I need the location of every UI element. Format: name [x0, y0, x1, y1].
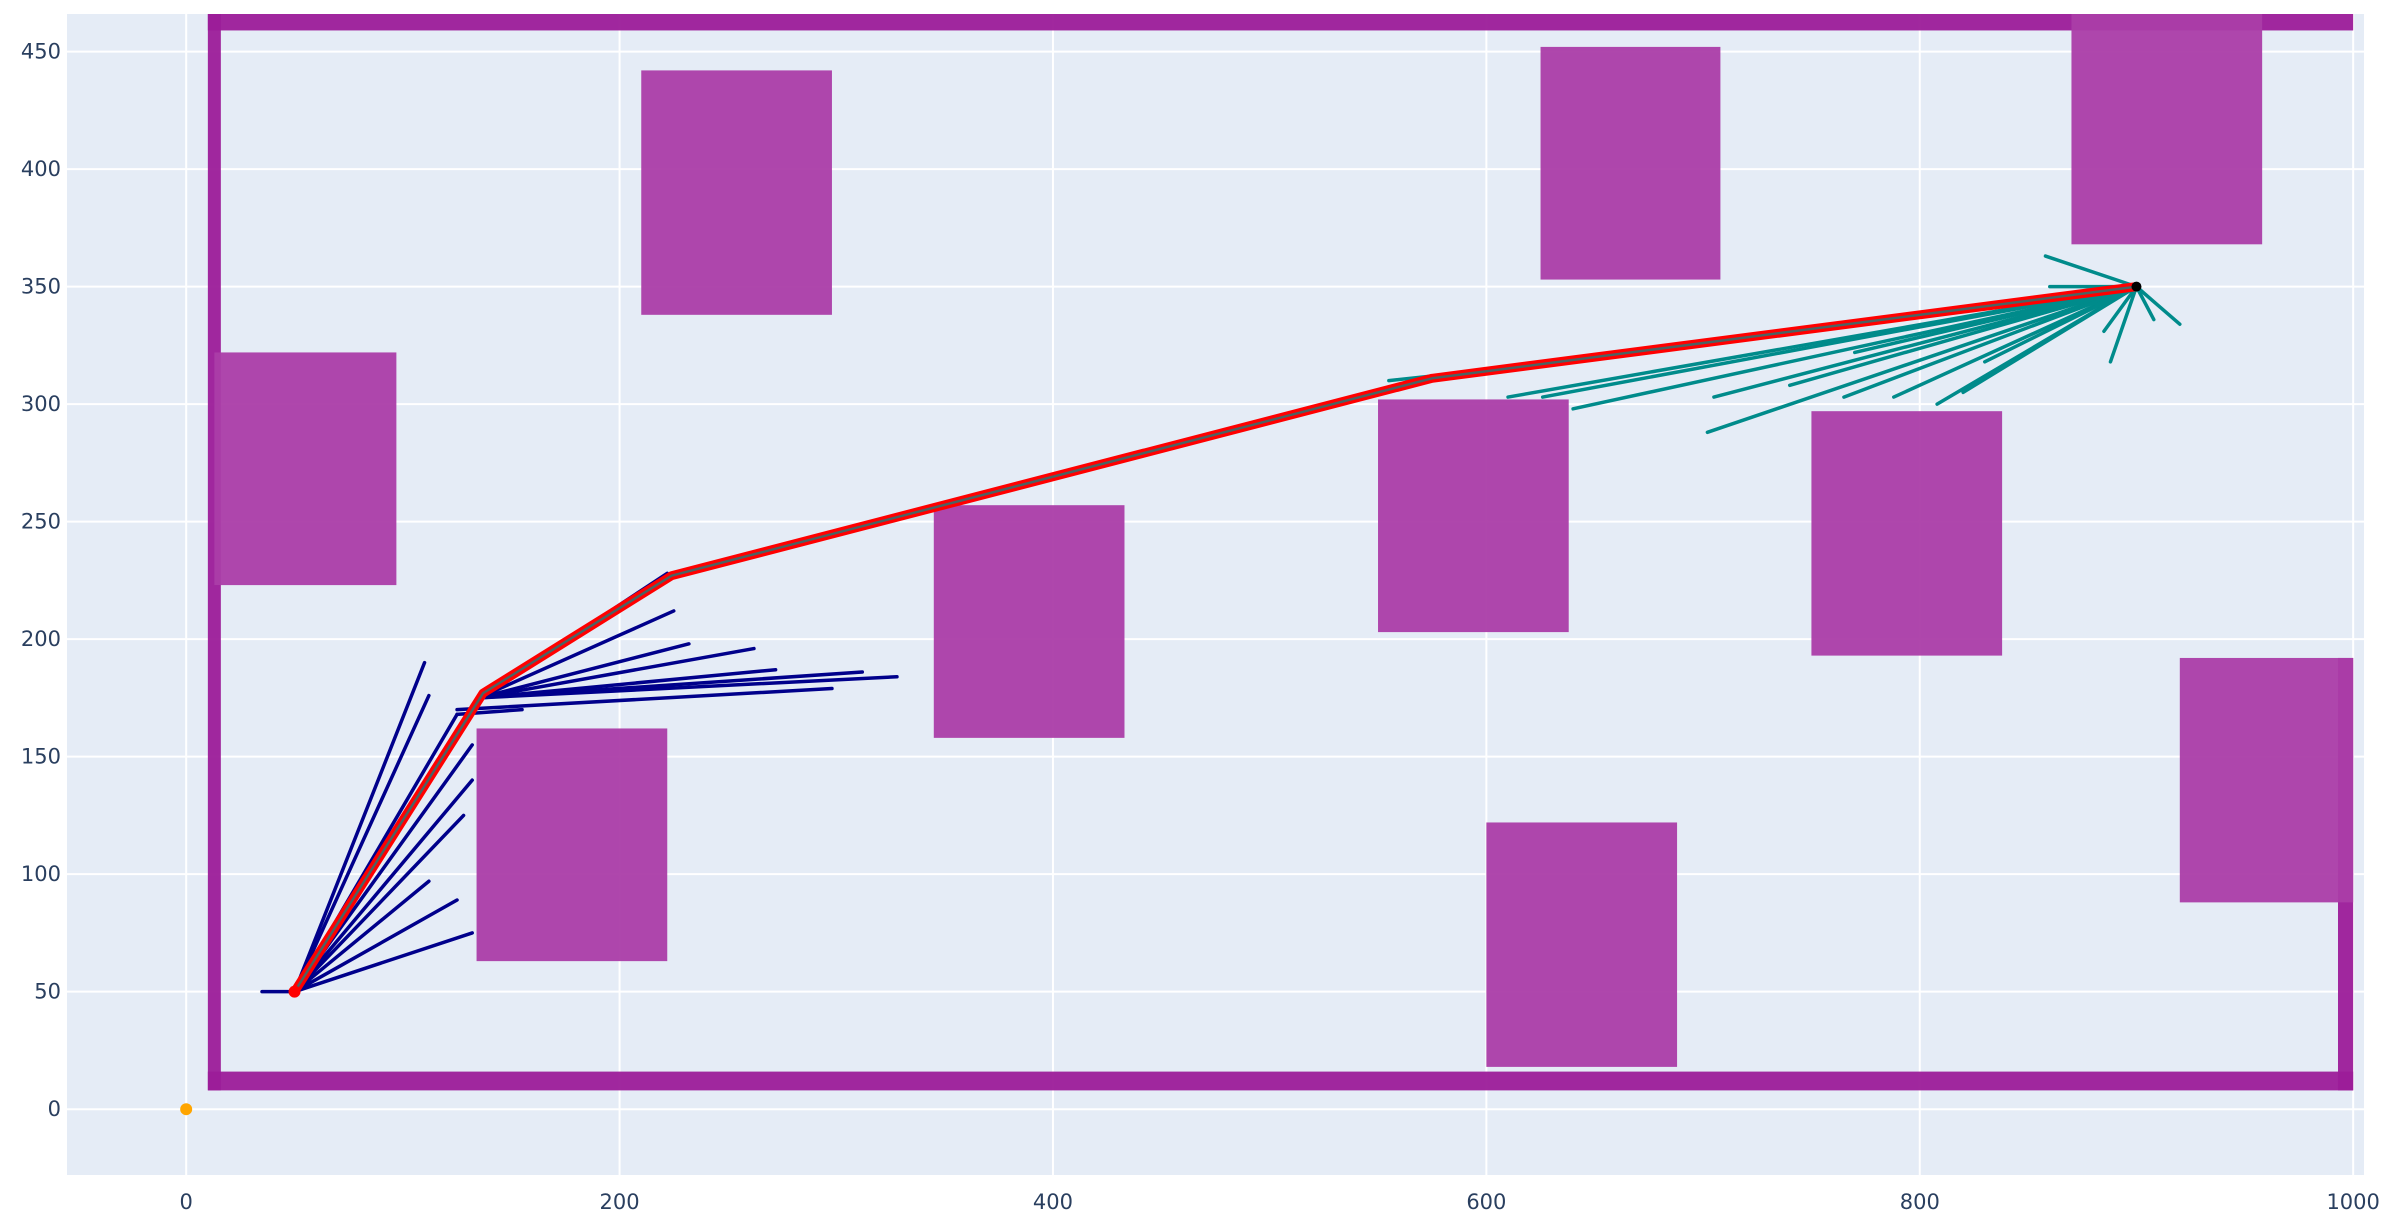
start-tree-edge-0 [292, 660, 427, 994]
obstacle-4 [1378, 399, 1569, 633]
solution-path-group [290, 282, 2141, 997]
goal-tree-edge-4 [2108, 284, 2139, 364]
goal-tree-edge-0 [2043, 254, 2139, 289]
obstacles [214, 14, 2354, 1067]
goal-tree-edge-7 [1540, 284, 2139, 399]
start-tree-edge-12 [476, 642, 691, 700]
boundary-wall-0 [207, 14, 2354, 31]
goal-point [2131, 281, 2142, 292]
y-tick-label-0: 0 [48, 1097, 61, 1121]
obstacle-3 [933, 505, 1125, 738]
goal-tree-edge-3 [2134, 284, 2156, 322]
y-tick-label-6: 300 [21, 392, 61, 416]
grid-lines [67, 14, 2364, 1175]
goal-tree-edge-12 [1842, 284, 2139, 399]
goal-tree-edge-17 [1983, 284, 2139, 364]
path-trace [293, 285, 2137, 993]
y-axis-ticks: 0 50 100 150 200 250 300 350 400 450 [21, 40, 61, 1122]
obstacle-5 [1540, 46, 1721, 280]
goal-tree-edge-9 [1705, 284, 2139, 435]
plot-area [67, 14, 2364, 1175]
y-tick-label-5: 250 [21, 510, 61, 534]
start-tree-edge-6 [292, 898, 459, 994]
obstacle-8 [2071, 14, 2263, 245]
goal-tree-edge-11 [1788, 284, 2139, 388]
origin-point [180, 1103, 193, 1116]
x-tick-label-1: 200 [600, 1190, 640, 1214]
x-tick-label-4: 800 [1900, 1190, 1940, 1214]
goal-tree-edge-16 [1853, 284, 2139, 355]
y-tick-label-2: 100 [21, 862, 61, 886]
start-tree-edge-5 [292, 879, 431, 994]
goal-tree-edge-5 [2102, 284, 2139, 334]
start-point [288, 985, 301, 998]
goal-tree-edge-15 [1961, 284, 2139, 395]
obstacle-2 [476, 728, 668, 962]
obstacle-1 [214, 352, 397, 586]
y-tick-label-9: 450 [21, 40, 61, 64]
x-tick-label-5: 1000 [2326, 1190, 2379, 1214]
x-tick-label-0: 0 [179, 1190, 192, 1214]
obstacle-0 [641, 70, 832, 315]
y-tick-label-3: 150 [21, 745, 61, 769]
y-tick-label-1: 50 [34, 980, 61, 1004]
obstacle-9 [2179, 657, 2354, 903]
y-tick-label-4: 200 [21, 627, 61, 651]
x-axis-ticks: 0 200 400 600 800 1000 [179, 1190, 2379, 1214]
y-tick-label-7: 350 [21, 275, 61, 299]
start-tree-edge-17 [455, 686, 834, 712]
y-tick-label-8: 400 [21, 157, 61, 181]
start-tree-edge-1 [292, 693, 431, 994]
start-tree-edge-11 [476, 609, 676, 700]
points [180, 281, 2142, 1116]
start-tree-edge-3 [292, 778, 474, 994]
start-tree-edge-4 [292, 813, 466, 994]
start-tree-edge-13 [476, 646, 756, 700]
boundary-wall-1 [207, 1071, 2354, 1091]
obstacle-7 [1811, 411, 2003, 656]
start-tree-edge-7 [292, 931, 474, 994]
x-tick-label-2: 400 [1033, 1190, 1073, 1214]
obstacle-6 [1486, 822, 1678, 1067]
goal-tree-edge-2 [2134, 284, 2182, 326]
start-tree-edge-16 [476, 675, 899, 700]
x-tick-label-3: 600 [1466, 1190, 1506, 1214]
